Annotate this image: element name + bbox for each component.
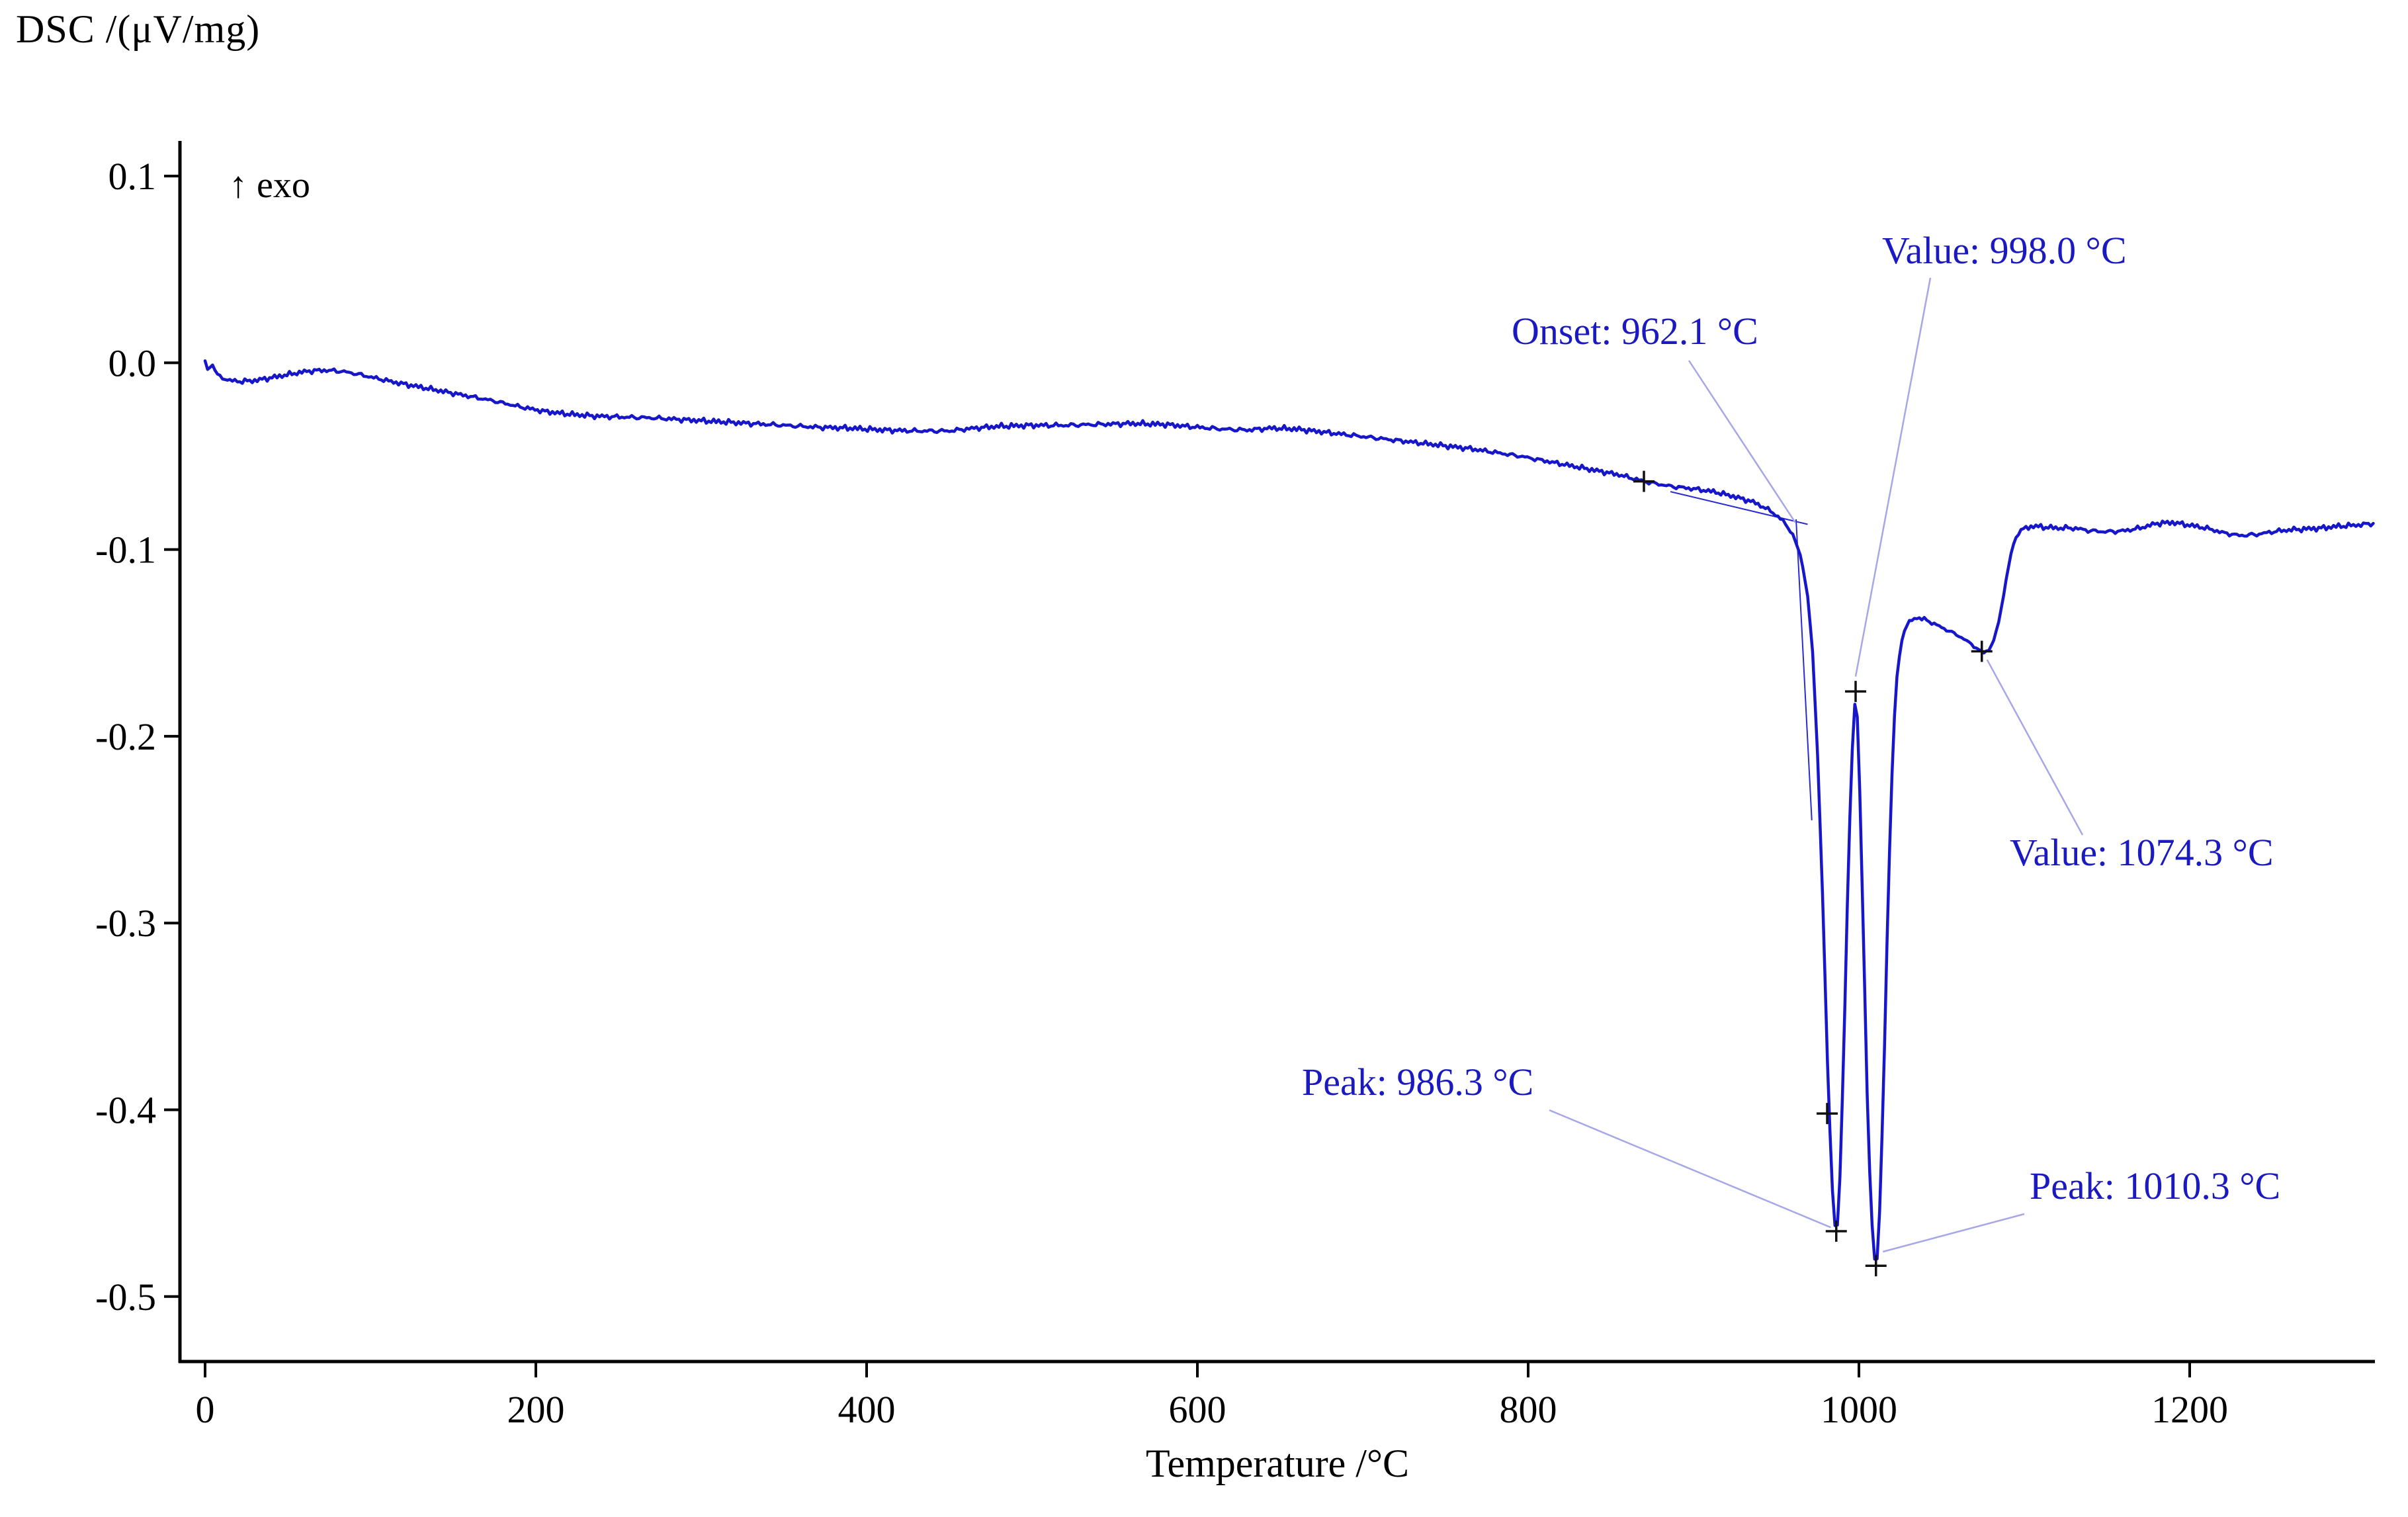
x-tick-label: 600	[1169, 1388, 1226, 1431]
y-tick-label: -0.2	[95, 715, 156, 758]
x-tick-label: 0	[196, 1388, 215, 1431]
annotation-label: Value: 998.0 °C	[1882, 229, 2127, 272]
onset-construction-line	[1795, 519, 1813, 820]
annotation-label: Value: 1074.3 °C	[2010, 831, 2274, 874]
annotation-leader-line	[1882, 1213, 2025, 1253]
dsc-curve	[203, 359, 2375, 1261]
annotation-label: Peak: 986.3 °C	[1302, 1061, 1533, 1104]
annotation-label: Onset: 962.1 °C	[1512, 310, 1758, 353]
y-axis-title: DSC /(μV/mg)	[16, 7, 261, 51]
exo-direction-label: ↑ exo	[229, 165, 310, 206]
onset-construction-line	[1670, 491, 1808, 525]
x-tick-label: 1000	[1821, 1388, 1897, 1431]
x-tick-label: 400	[838, 1388, 896, 1431]
y-tick-label: 0.1	[108, 155, 157, 198]
x-axis-title: Temperature /°C	[1146, 1442, 1409, 1485]
y-tick-label: -0.4	[95, 1088, 156, 1131]
annotation-leader-line	[1549, 1109, 1831, 1229]
annotation-label: Peak: 1010.3 °C	[2030, 1164, 2280, 1207]
annotation-leader-line	[1986, 659, 2084, 836]
x-tick-label: 1200	[2151, 1388, 2228, 1431]
y-tick-label: -0.5	[95, 1276, 156, 1319]
x-tick-label: 800	[1500, 1388, 1557, 1431]
y-tick-label: -0.1	[95, 529, 156, 572]
annotation-leader-line	[1688, 360, 1796, 523]
annotation-leader-line	[1854, 277, 1932, 677]
x-tick-label: 200	[507, 1388, 565, 1431]
y-tick-label: 0.0	[108, 341, 157, 384]
y-tick-label: -0.3	[95, 902, 156, 945]
